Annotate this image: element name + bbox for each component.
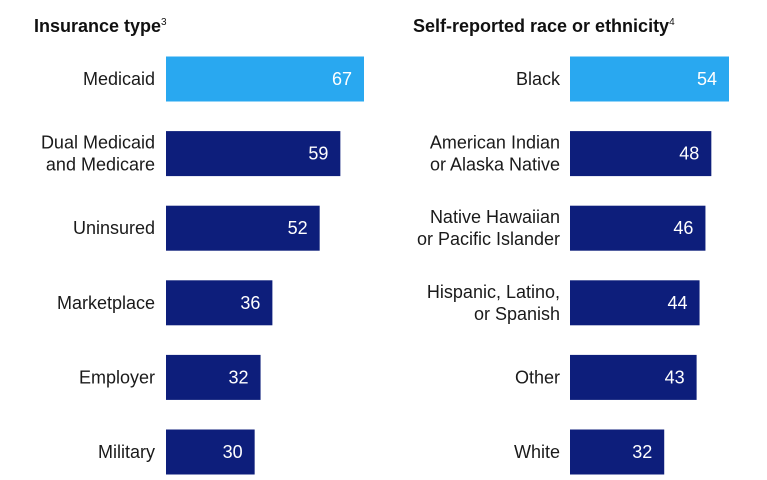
insurance-bar-3 bbox=[166, 280, 273, 326]
insurance-value-label-0: 67 bbox=[332, 69, 352, 89]
race-category-label-2: Native Hawaiian or Pacific Islander bbox=[417, 207, 560, 249]
insurance-category-label-2: Uninsured bbox=[73, 218, 155, 238]
race-ethnicity-footnote: 4 bbox=[669, 17, 675, 28]
insurance-value-label-3: 36 bbox=[240, 293, 260, 313]
race-value-label-1: 48 bbox=[679, 144, 699, 164]
insurance-category-label-4: Employer bbox=[79, 367, 155, 387]
race-category-label-1: American Indian or Alaska Native bbox=[430, 133, 560, 175]
race-value-label-2: 46 bbox=[673, 218, 693, 238]
race-bar-3 bbox=[570, 280, 700, 326]
insurance-bar-0 bbox=[166, 56, 364, 102]
insurance-type-title: Insurance type3 bbox=[34, 16, 167, 37]
insurance-category-label-0: Medicaid bbox=[83, 69, 155, 89]
race-category-label-0: Black bbox=[516, 69, 561, 89]
race-bar-0 bbox=[570, 56, 729, 102]
insurance-type-title-text: Insurance type bbox=[34, 16, 162, 36]
insurance-bar-1 bbox=[166, 131, 341, 177]
insurance-value-label-4: 32 bbox=[229, 367, 249, 387]
race-bar-5 bbox=[570, 429, 665, 475]
insurance-value-label-2: 52 bbox=[288, 218, 308, 238]
insurance-category-label-3: Marketplace bbox=[57, 293, 155, 313]
insurance-type-panel: Insurance type3 67 Medicaid 59 Dual Medicai… bbox=[0, 0, 380, 480]
insurance-category-label-5: Military bbox=[98, 442, 155, 462]
race-bar-2 bbox=[570, 205, 706, 251]
race-bar-1 bbox=[570, 131, 712, 177]
race-ethnicity-title: Self-reported race or ethnicity4 bbox=[413, 16, 675, 37]
race-ethnicity-panel: Self-reported race or ethnicity4 54 Black… bbox=[405, 0, 767, 480]
insurance-bar-4 bbox=[166, 354, 261, 400]
race-category-label-3: Hispanic, Latino, or Spanish bbox=[427, 282, 560, 324]
race-category-label-5: White bbox=[514, 442, 560, 462]
insurance-type-chart: 67 Medicaid 59 Dual Medicaid and Medicare 52 U… bbox=[41, 56, 364, 475]
race-bar-4 bbox=[570, 354, 697, 400]
race-value-label-5: 32 bbox=[632, 442, 652, 462]
race-category-label-4: Other bbox=[515, 367, 560, 387]
insurance-bar-2 bbox=[166, 205, 320, 251]
insurance-type-footnote: 3 bbox=[161, 17, 167, 28]
insurance-category-label-1: Dual Medicaid and Medicare bbox=[41, 133, 155, 175]
insurance-value-label-5: 30 bbox=[223, 442, 243, 462]
race-value-label-4: 43 bbox=[665, 367, 685, 387]
insurance-bar-5 bbox=[166, 429, 255, 475]
race-value-label-3: 44 bbox=[668, 293, 688, 313]
race-ethnicity-chart: 54 Black 48 American Indian or Alaska Native… bbox=[417, 56, 729, 475]
race-ethnicity-title-text: Self-reported race or ethnicity bbox=[413, 16, 670, 36]
race-value-label-0: 54 bbox=[697, 69, 717, 89]
insurance-value-label-1: 59 bbox=[308, 144, 328, 164]
